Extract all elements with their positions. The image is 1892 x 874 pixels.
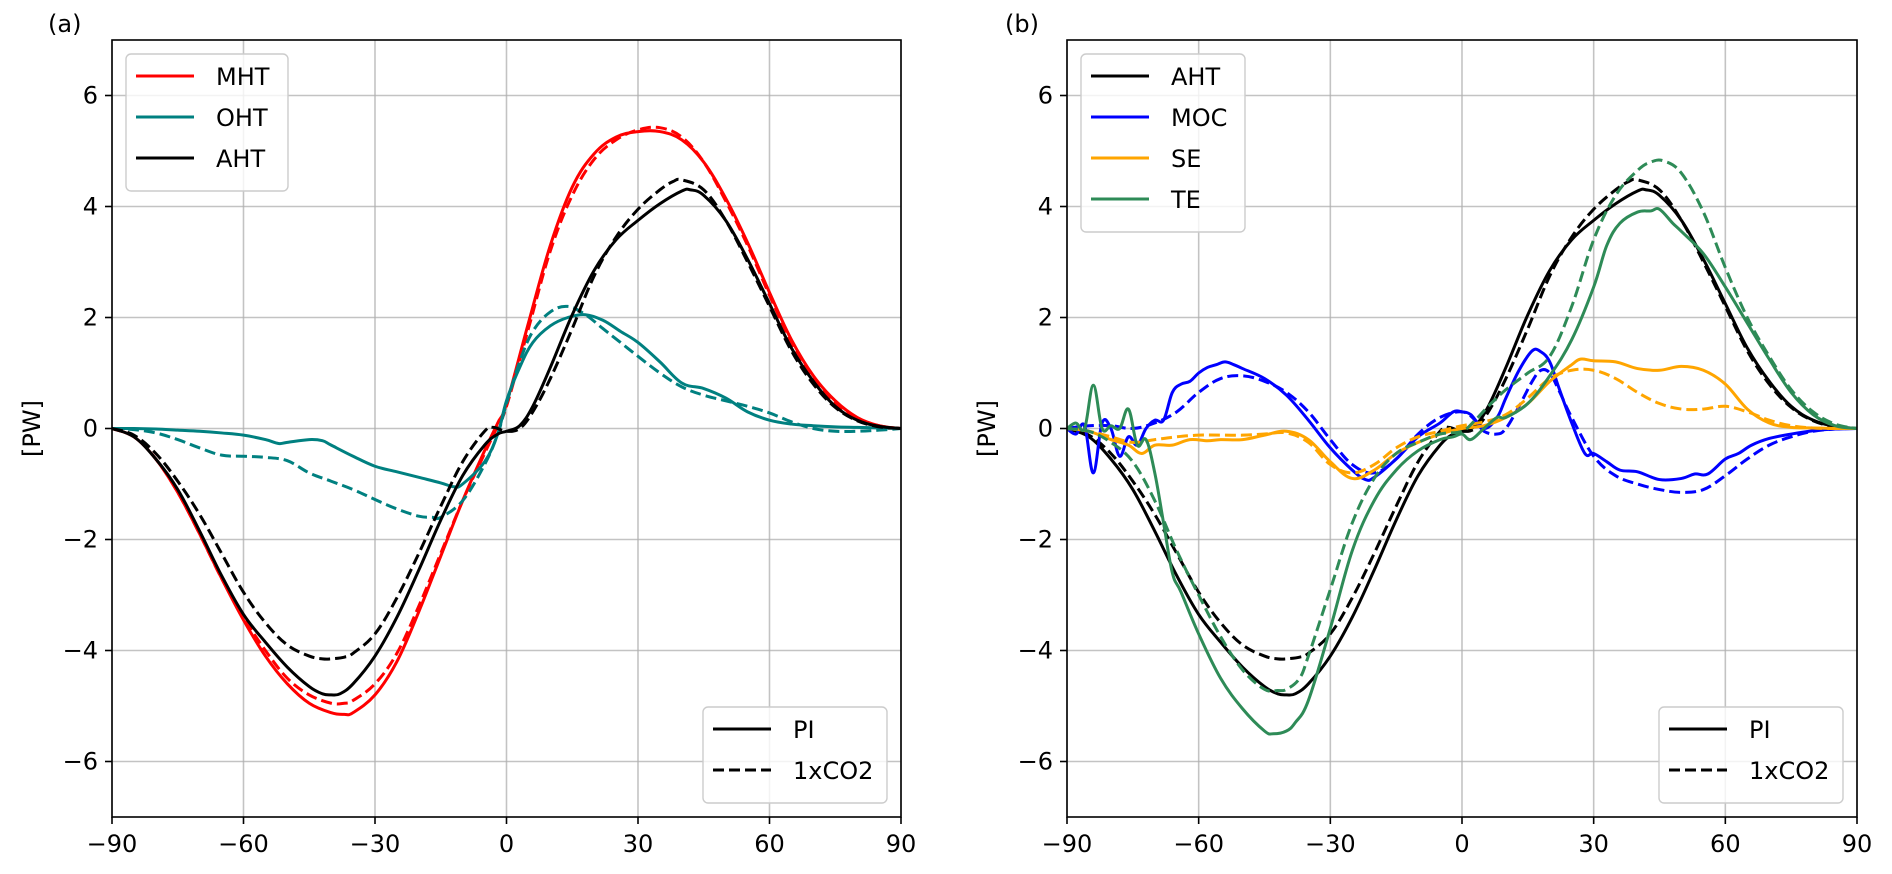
x-tick-label: −90: [1042, 830, 1093, 858]
series-group: [1067, 158, 1857, 736]
x-tick-label: −60: [1173, 830, 1224, 858]
y-tick-label: 2: [1038, 304, 1053, 332]
series-line-te-1xco2: [1067, 158, 1857, 693]
y-tick-label: −6: [1018, 748, 1053, 776]
legend-label: AHT: [216, 145, 265, 173]
y-axis-label: [PW]: [973, 400, 1001, 457]
legend-label: OHT: [216, 104, 268, 132]
series-line-te-pi: [1067, 207, 1857, 736]
series-line-se-pi: [1067, 357, 1857, 481]
legend-label: MHT: [216, 63, 270, 91]
legend-top-left: AHT MOC SE TE: [1080, 53, 1246, 233]
series-line-aht-pi: [112, 187, 901, 697]
y-tick-label: −4: [63, 637, 98, 665]
x-tick-label: 30: [623, 830, 654, 858]
series-line-se-1xco2: [1067, 367, 1857, 475]
legend-label: PI: [1749, 716, 1771, 744]
legend-frame: [1080, 53, 1246, 233]
y-tick-label: 2: [83, 304, 98, 332]
x-tick-label: −30: [350, 830, 401, 858]
x-tick-label: −90: [87, 830, 138, 858]
legend-label: TE: [1170, 186, 1201, 214]
legend-frame: [1658, 706, 1844, 804]
legend-label: SE: [1171, 145, 1201, 173]
y-tick-label: −2: [1018, 526, 1053, 554]
legend-top-left: MHT OHT AHT: [125, 53, 289, 192]
series-group: [112, 125, 901, 717]
x-tick-label: 90: [1842, 830, 1873, 858]
y-tick-label: 4: [83, 193, 98, 221]
x-tick-label: 0: [499, 830, 514, 858]
series-line-aht-1xco2: [112, 177, 901, 661]
y-tick-label: 0: [83, 415, 98, 443]
x-tick-label: 60: [754, 830, 785, 858]
panel-b: −90 −60 −30 0 30 60 90 −6 −4 −2 0 2 4 6 [PW] (b) AHT MOC S…: [973, 10, 1872, 858]
x-tick-label: −60: [218, 830, 269, 858]
y-tick-label: −4: [1018, 637, 1053, 665]
legend-label: 1xCO2: [793, 757, 873, 785]
series-line-mht-1xco2: [112, 125, 901, 706]
legend-bottom-right: PI 1xCO2: [1658, 706, 1844, 804]
x-tick-label: 0: [1454, 830, 1469, 858]
series-line-oht-1xco2: [112, 304, 901, 521]
legend-label: AHT: [1171, 63, 1220, 91]
x-tick-label: 60: [1710, 830, 1741, 858]
x-tick-label: 90: [886, 830, 917, 858]
panel-label: (a): [48, 10, 81, 38]
y-tick-label: 6: [1038, 82, 1053, 110]
y-tick-label: 0: [1038, 415, 1053, 443]
legend-label: MOC: [1171, 104, 1227, 132]
y-axis-label: [PW]: [18, 400, 46, 457]
panel-label: (b): [1005, 10, 1039, 38]
y-tick-label: 6: [83, 82, 98, 110]
legend-label: PI: [793, 716, 815, 744]
legend-frame: [702, 706, 888, 804]
y-tick-label: −6: [63, 748, 98, 776]
series-line-moc-pi: [1067, 347, 1857, 482]
legend-bottom-right: PI 1xCO2: [702, 706, 888, 804]
panel-a: −90 −60 −30 0 30 60 90 −6 −4 −2 0 2 4 6 [PW] (a) MHT OHT A…: [18, 10, 916, 858]
x-tick-label: −30: [1305, 830, 1356, 858]
grid: [111, 40, 902, 817]
series-line-mht-pi: [112, 129, 901, 717]
x-tick-label: 30: [1578, 830, 1609, 858]
legend-label: 1xCO2: [1749, 757, 1829, 785]
y-tick-label: −2: [63, 526, 98, 554]
series-line-moc-1xco2: [1067, 368, 1857, 494]
y-tick-label: 4: [1038, 193, 1053, 221]
